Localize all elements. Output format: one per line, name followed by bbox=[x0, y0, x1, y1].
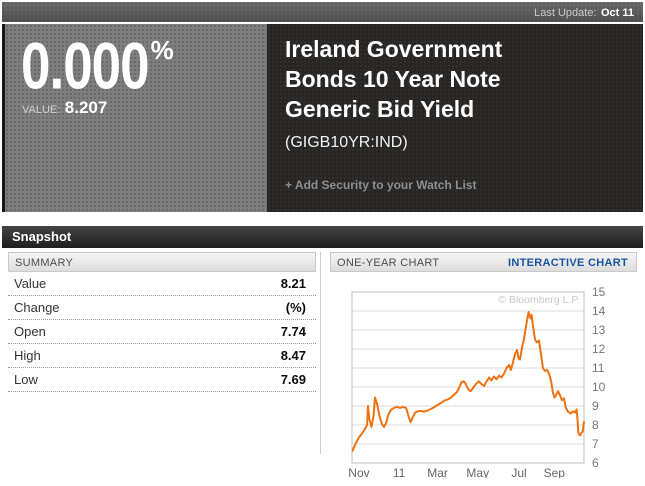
svg-text:15: 15 bbox=[592, 285, 606, 299]
table-row: Low 7.69 bbox=[8, 368, 316, 392]
summary-row-label: High bbox=[14, 348, 41, 363]
chart-header-bar: ONE-YEAR CHART INTERACTIVE CHART bbox=[330, 252, 637, 272]
svg-text:Nov: Nov bbox=[348, 466, 369, 478]
svg-text:© Bloomberg L.P.: © Bloomberg L.P. bbox=[498, 294, 580, 306]
value-number: 8.207 bbox=[64, 98, 108, 117]
percent-sign: % bbox=[150, 35, 174, 65]
one-year-chart-label: ONE-YEAR CHART bbox=[337, 257, 440, 269]
table-row: Value 8.21 bbox=[8, 272, 316, 296]
summary-row-value: 7.74 bbox=[280, 324, 306, 339]
current-value-line: VALUE: 8.207 bbox=[22, 98, 107, 118]
svg-text:9: 9 bbox=[592, 399, 599, 413]
svg-text:May: May bbox=[466, 466, 489, 478]
one-year-chart: 6 7 8 9 10 11 12 13 14 15 © Bloomberg L.P. Nov 11 Mar… bbox=[340, 278, 640, 480]
security-title-panel: Ireland Government Bonds 10 Year Note Ge… bbox=[267, 24, 643, 212]
summary-row-label: Open bbox=[14, 324, 46, 339]
page-title: Ireland Government Bonds 10 Year Note Ge… bbox=[285, 34, 633, 124]
table-row: High 8.47 bbox=[8, 344, 316, 368]
svg-text:6: 6 bbox=[592, 456, 599, 470]
page-title-line-1: Ireland Government bbox=[285, 36, 503, 62]
svg-text:7: 7 bbox=[592, 437, 599, 451]
summary-row-value: 8.47 bbox=[280, 348, 306, 363]
last-update-value: Oct 11 bbox=[600, 7, 634, 19]
svg-text:14: 14 bbox=[592, 304, 606, 318]
svg-text:Jul: Jul bbox=[511, 466, 526, 478]
chart-panel: ONE-YEAR CHART INTERACTIVE CHART bbox=[330, 252, 637, 272]
table-row: Open 7.74 bbox=[8, 320, 316, 344]
summary-header: SUMMARY bbox=[8, 252, 316, 272]
summary-row-label: Value bbox=[14, 276, 47, 291]
summary-row-value: 7.69 bbox=[280, 372, 306, 387]
summary-panel: SUMMARY Value 8.21 Change (%) Open 7.74 … bbox=[8, 252, 316, 392]
last-update-label: Last Update: bbox=[534, 7, 597, 19]
svg-text:Sep: Sep bbox=[544, 466, 566, 478]
svg-text:12: 12 bbox=[592, 342, 606, 356]
page-title-line-2: Bonds 10 Year Note bbox=[285, 66, 501, 92]
svg-text:13: 13 bbox=[592, 323, 606, 337]
svg-text:11: 11 bbox=[592, 361, 605, 375]
summary-row-label: Low bbox=[14, 372, 38, 387]
last-update-bar: Last Update: Oct 11 bbox=[2, 2, 643, 22]
change-percent-value: 0.000 bbox=[21, 30, 150, 104]
svg-text:8: 8 bbox=[592, 418, 599, 432]
svg-text:11: 11 bbox=[393, 466, 406, 478]
yield-line-chart: 6 7 8 9 10 11 12 13 14 15 © Bloomberg L.P. Nov 11 Mar… bbox=[348, 285, 606, 480]
add-to-watchlist-link[interactable]: + Add Security to your Watch List bbox=[285, 178, 477, 192]
snapshot-section-header: Snapshot bbox=[2, 226, 643, 248]
summary-row-value: (%) bbox=[285, 300, 306, 315]
svg-text:10: 10 bbox=[592, 380, 606, 394]
value-label: VALUE: bbox=[22, 104, 61, 116]
summary-row-value: 8.21 bbox=[280, 276, 306, 291]
interactive-chart-link[interactable]: INTERACTIVE CHART bbox=[508, 257, 628, 269]
panel-divider bbox=[320, 252, 321, 454]
quote-change-panel: 0.000% VALUE: 8.207 bbox=[2, 24, 267, 212]
table-row: Change (%) bbox=[8, 296, 316, 320]
svg-text:Mar: Mar bbox=[427, 466, 448, 478]
page-title-line-3: Generic Bid Yield bbox=[285, 96, 475, 122]
change-percent: 0.000% bbox=[21, 34, 174, 100]
security-ticker: (GIGB10YR:IND) bbox=[285, 134, 408, 151]
summary-row-label: Change bbox=[14, 300, 60, 315]
